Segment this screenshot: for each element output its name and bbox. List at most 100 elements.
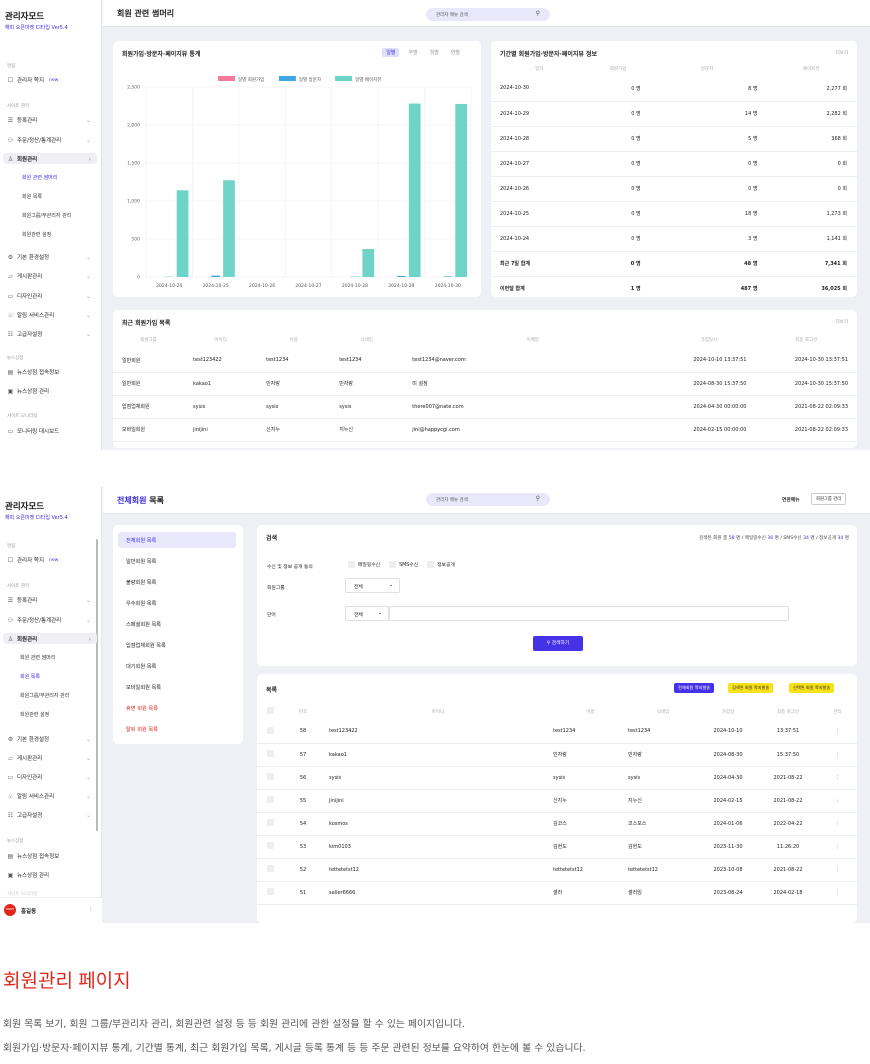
row-checkbox[interactable] bbox=[257, 881, 283, 904]
submenu-item[interactable]: 전체회원 목록 bbox=[118, 532, 236, 548]
table-row[interactable]: 일반회원 test123422 test1234 test1234 test1234@n… bbox=[113, 349, 857, 372]
user-bar[interactable]: HAPPY 홍길동 ⋮ bbox=[0, 897, 102, 923]
row-menu-icon[interactable]: ⋮ bbox=[835, 843, 840, 850]
search-input[interactable]: 관리자 메뉴 검색 ⚲ bbox=[426, 493, 550, 506]
sidebar-item-board[interactable]: ▱ 게시판관리 ⌄ bbox=[8, 754, 91, 763]
scrollbar[interactable] bbox=[96, 539, 98, 831]
sidebar-sub-group[interactable]: 회원그룹/부관리자 관리 bbox=[22, 213, 72, 219]
sidebar-item-register[interactable]: ☰ 등록관리 ⌄ bbox=[7, 596, 91, 605]
sidebar-item-alarm[interactable]: ♧ 알림 서비스관리 ⌄ bbox=[7, 792, 91, 801]
submenu-item[interactable]: 입점업체회원 목록 bbox=[126, 643, 166, 649]
more-icon[interactable]: ⋮ bbox=[88, 906, 94, 913]
submenu-item[interactable]: 탈퇴 회원 목록 bbox=[126, 727, 158, 733]
submenu-item[interactable]: 스페셜회원 목록 bbox=[126, 622, 162, 628]
send-all-note-button[interactable]: 전체회원 쪽지발송 bbox=[674, 683, 715, 693]
sidebar-item-register[interactable]: ☰ 등록관리 ⌄ bbox=[7, 116, 91, 125]
chevron-down-icon: ⌄ bbox=[85, 311, 91, 319]
more-link[interactable]: 더보기 bbox=[835, 320, 848, 325]
sidebar-item-news-manage[interactable]: ▣ 뉴스상점 관리 bbox=[7, 871, 50, 880]
sidebar-item-members[interactable]: ♙ 회원관리 › bbox=[7, 635, 91, 644]
sidebar-item-notice[interactable]: ☐ 관리자 쪽지 new bbox=[7, 76, 59, 85]
sidebar-item-orders[interactable]: ⚇ 주문/정산/통계관리 ⌄ bbox=[7, 616, 91, 625]
table-cell: 0 명 bbox=[630, 261, 641, 267]
table-row[interactable]: 일반회원 kakao1 민자랑 민자랑 미 설정 2024-08-30 15:37:50 2… bbox=[113, 372, 857, 395]
row-checkbox[interactable] bbox=[257, 743, 283, 766]
submenu-item[interactable]: 휴면 회원 목록 bbox=[126, 706, 158, 712]
mailing-checkbox[interactable]: 메일링수신 bbox=[348, 561, 380, 568]
row-menu-icon[interactable]: ⋮ bbox=[835, 728, 840, 735]
sidebar-item-news-access[interactable]: ▤ 뉴스상점 접속정보 bbox=[7, 852, 60, 861]
submenu-item[interactable]: 일반회원 목록 bbox=[126, 559, 157, 565]
sidebar-sub-group[interactable]: 회원그룹/부관리자 관리 bbox=[20, 693, 70, 699]
sidebar-item-advanced[interactable]: ☷ 고급자설정 ⌄ bbox=[7, 811, 91, 820]
member-group-button[interactable]: 회원그룹 관리 bbox=[811, 493, 847, 505]
word-select[interactable]: 전체 ⌄ bbox=[345, 606, 389, 621]
search-icon[interactable]: ⚲ bbox=[535, 495, 540, 502]
select-all-checkbox[interactable] bbox=[257, 703, 283, 720]
row-checkbox[interactable] bbox=[257, 789, 283, 812]
table-row[interactable]: 51 seller6666 셀러 셀러임 2023-08-24 2024-02-18 ⋮ bbox=[257, 881, 857, 904]
sidebar-item-config[interactable]: ⚙ 기본 환경설정 ⌄ bbox=[7, 253, 91, 262]
table-row[interactable]: 55 jinijini 신지누 지누신 2024-02-15 2021-08-22 ⋮ bbox=[257, 789, 857, 812]
sidebar-sub-list[interactable]: 회원 목록 bbox=[22, 194, 42, 200]
table-row[interactable]: 58 test123422 test1234 test1234 2024-10-10 13… bbox=[257, 720, 857, 743]
tab-monthly[interactable]: 월별 bbox=[429, 50, 439, 56]
send-searched-note-button[interactable]: 검색된 회원 쪽지발송 bbox=[728, 683, 774, 693]
more-link[interactable]: 더보기 bbox=[835, 51, 848, 56]
submenu-item[interactable]: 우수회원 목록 bbox=[126, 601, 157, 607]
sidebar-item-alarm[interactable]: ♧ 알림 서비스관리 ⌄ bbox=[7, 311, 91, 320]
sidebar-sub-settings[interactable]: 회원관련 설정 bbox=[22, 232, 52, 238]
send-selected-note-button[interactable]: 선택된 회원 쪽지발송 bbox=[789, 683, 835, 693]
sidebar-item-config[interactable]: ⚙ 기본 환경설정 ⌄ bbox=[7, 735, 91, 744]
row-checkbox[interactable] bbox=[257, 720, 283, 743]
submenu-item[interactable]: 불량회원 목록 bbox=[126, 580, 157, 586]
table-cell: kosmos bbox=[329, 820, 348, 827]
sidebar-item-members[interactable]: ♙ 회원관리 › bbox=[7, 155, 91, 164]
row-checkbox[interactable] bbox=[257, 766, 283, 789]
sidebar-item-design[interactable]: ▭ 디자인관리 ⌄ bbox=[7, 773, 91, 782]
sidebar-item-board[interactable]: ▱ 게시판관리 ⌄ bbox=[8, 272, 91, 281]
table-row[interactable]: 57 kakao1 민자랑 민자랑 2024-08-30 15:37:50 ⋮ bbox=[257, 743, 857, 766]
table-cell: 2024-02-15 00:00:00 bbox=[693, 426, 747, 433]
sidebar-item-notice[interactable]: ☐ 관리자 쪽지 new bbox=[7, 556, 59, 565]
sidebar-item-news-access[interactable]: ▤ 뉴스상점 접속정보 bbox=[7, 368, 60, 377]
row-menu-icon[interactable]: ⋮ bbox=[835, 774, 840, 781]
table-row[interactable]: 52 tettetetst12 tettetetst12 tettetetst12 20… bbox=[257, 858, 857, 881]
submenu-item[interactable]: 대기회원 목록 bbox=[126, 664, 157, 670]
sidebar-sub-summary[interactable]: 회원 관련 썸머리 bbox=[22, 175, 58, 181]
sms-checkbox[interactable]: SMS수신 bbox=[389, 561, 418, 568]
tab-weekly[interactable]: 주별 bbox=[408, 50, 418, 56]
legend-label: 일별 회원가입 bbox=[238, 76, 264, 83]
tab-yearly[interactable]: 연별 bbox=[450, 50, 460, 56]
sidebar-item-monitor[interactable]: ▭ 모니터링 대시보드 bbox=[7, 427, 60, 436]
sidebar-sub-list[interactable]: 회원 목록 bbox=[20, 674, 40, 680]
row-menu-icon[interactable]: ⋮ bbox=[835, 751, 840, 758]
table-row[interactable]: 56 sysis sysis sysis 2024-04-30 2021-08-22 ⋮ bbox=[257, 766, 857, 789]
submenu-item[interactable]: 모바일회원 목록 bbox=[126, 685, 162, 691]
search-button[interactable]: ⚲ 검색하기 bbox=[533, 636, 583, 651]
table-row[interactable]: 모바일회원 jinijini 신지누 지누신 jini@happycgi.com 2024… bbox=[113, 418, 857, 441]
row-menu-icon[interactable]: ⋮ bbox=[835, 797, 840, 804]
tab-daily[interactable]: 일별 bbox=[382, 48, 400, 57]
row-checkbox[interactable] bbox=[257, 812, 283, 835]
sidebar-item-orders[interactable]: ⚇ 주문/정산/통계관리 ⌄ bbox=[7, 136, 91, 145]
group-select[interactable]: 전체 ⌄ bbox=[345, 578, 400, 593]
table-row[interactable]: 54 kosmos 김코스 코스모스 2024-01-06 2022-04-22 ⋮ bbox=[257, 812, 857, 835]
sidebar-item-design[interactable]: ▭ 디자인관리 ⌄ bbox=[7, 292, 91, 301]
info-checkbox[interactable]: 정보공개 bbox=[427, 561, 455, 568]
row-menu-icon[interactable]: ⋮ bbox=[835, 889, 840, 896]
bar-chart: 일별 회원가입 일별 방문자 일별 페이지뷰 0 500 1,000 1,500 2,000 2… bbox=[127, 76, 472, 289]
sidebar-item-advanced[interactable]: ☷ 고급자설정 ⌄ bbox=[7, 330, 91, 339]
sidebar-item-news-manage[interactable]: ▣ 뉴스상점 관리 bbox=[7, 387, 50, 396]
search-input[interactable]: 관리자 메뉴 검색 ⚲ bbox=[426, 8, 550, 21]
row-checkbox[interactable] bbox=[257, 858, 283, 881]
table-row[interactable]: 53 kim0103 김현도 김현도 2023-11-30 11:26:20 ⋮ bbox=[257, 835, 857, 858]
row-menu-icon[interactable]: ⋮ bbox=[835, 866, 840, 873]
row-checkbox[interactable] bbox=[257, 835, 283, 858]
sidebar-sub-settings[interactable]: 회원관련 설정 bbox=[20, 712, 50, 718]
search-icon[interactable]: ⚲ bbox=[535, 10, 540, 17]
row-menu-icon[interactable]: ⋮ bbox=[835, 820, 840, 827]
table-row[interactable]: 입점업체회원 sysis sysis sysis there007@nate.com 20… bbox=[113, 395, 857, 418]
keyword-input[interactable] bbox=[389, 606, 789, 621]
sidebar-sub-summary[interactable]: 회원 관련 썸머리 bbox=[20, 655, 56, 661]
